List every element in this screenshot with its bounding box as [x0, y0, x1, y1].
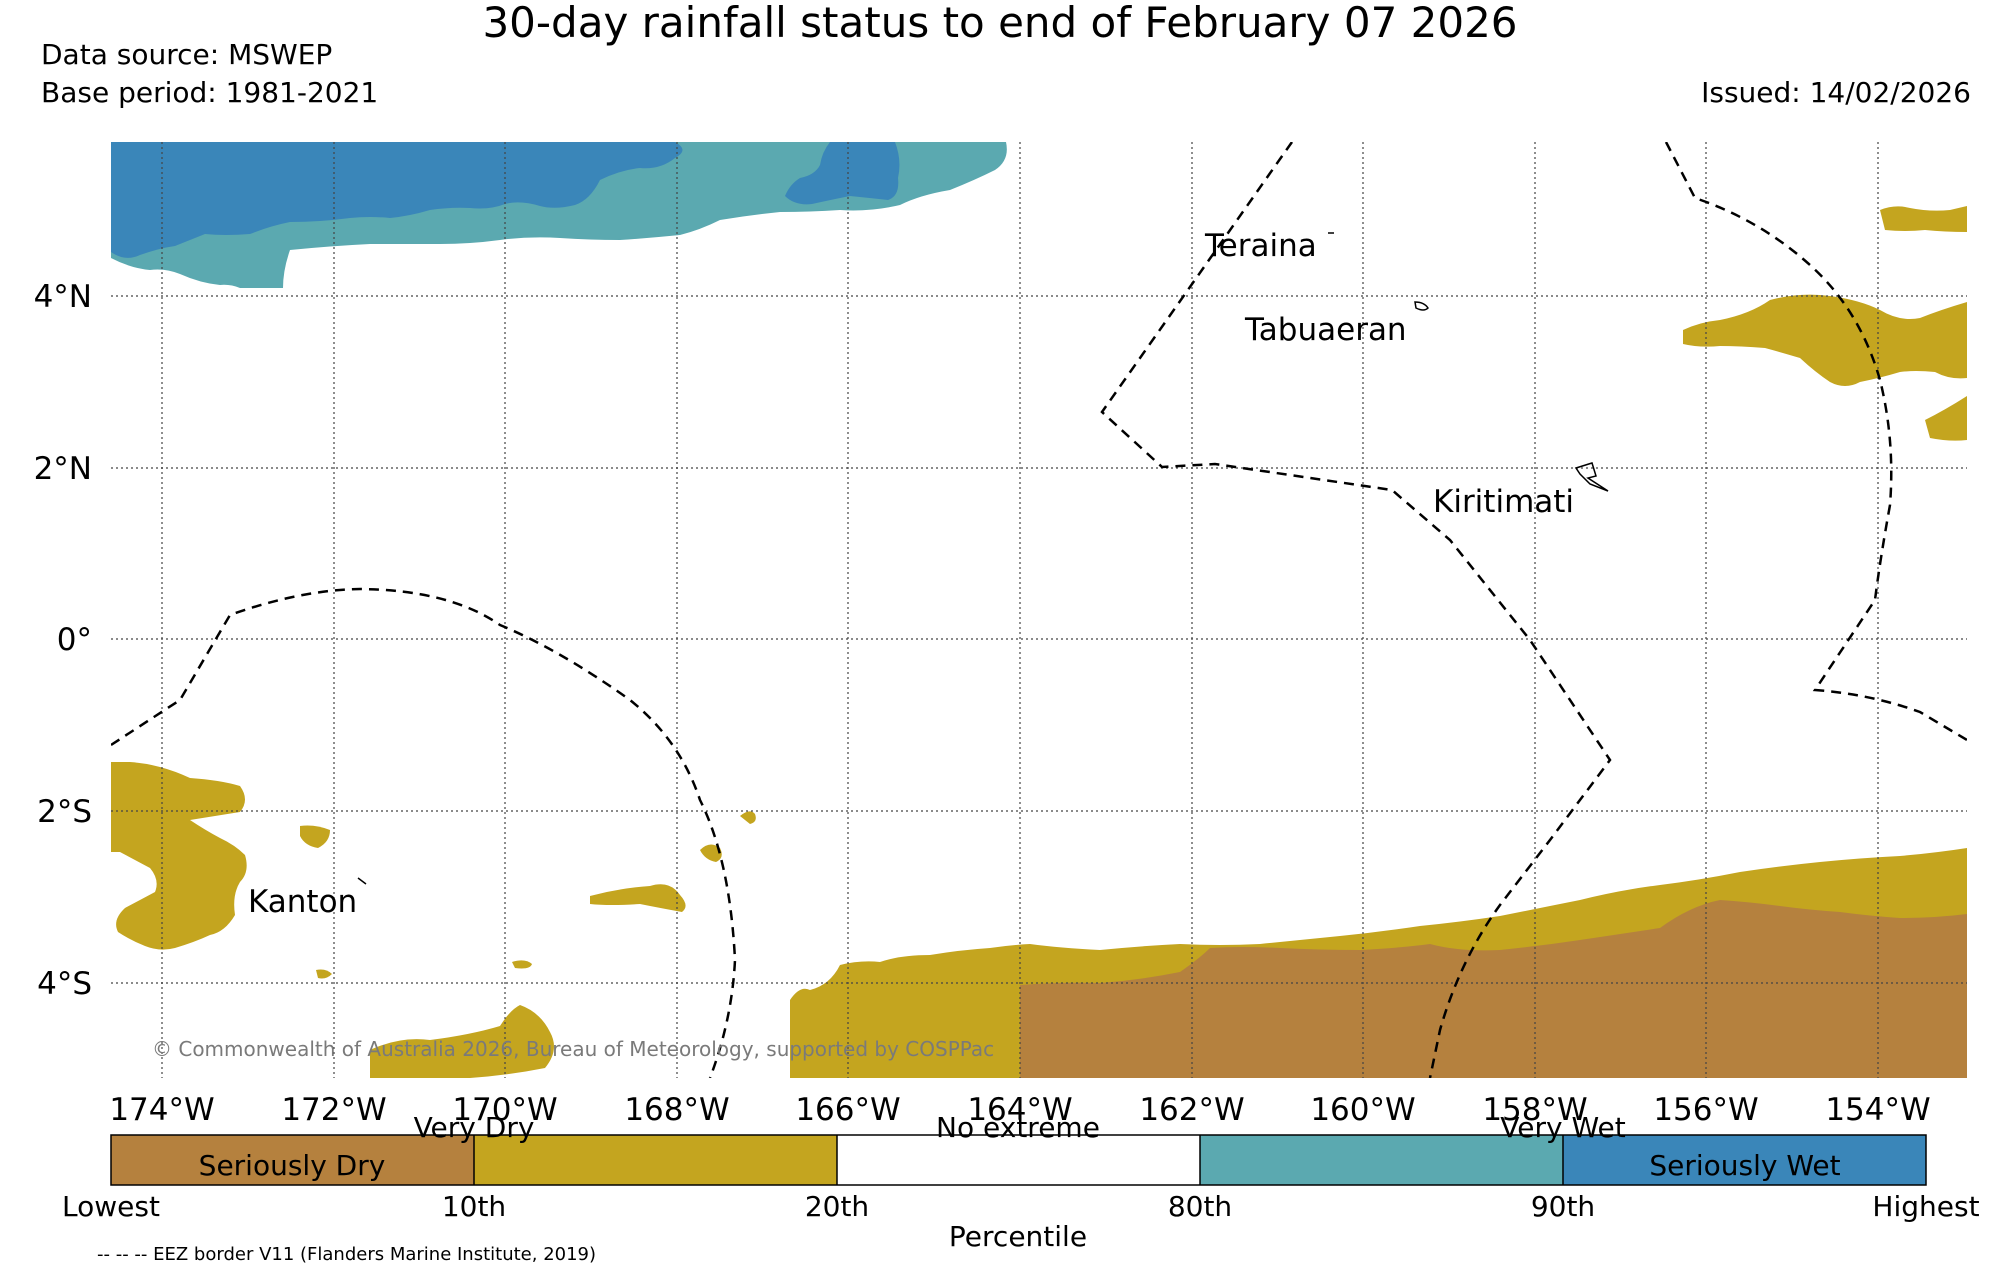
colorbar-label-very-wet: Very Wet: [1500, 1111, 1625, 1144]
colorbar: Seriously Dry Very Dry No extreme Very W…: [62, 1111, 1980, 1253]
lat-label-equator: 0°: [57, 622, 92, 658]
very-dry-area-northeast: [1683, 294, 1967, 386]
place-label-tabuaeran: Tabuaeran: [1244, 312, 1407, 348]
very-dry-patch-ne-2: [1925, 396, 1967, 441]
lon-label-154w: 154°W: [1825, 1092, 1930, 1128]
colorbar-segment-seriously-dry: [111, 1135, 474, 1185]
colorbar-segment-no-extreme: [837, 1135, 1200, 1185]
colorbar-tick-highest: Highest: [1872, 1190, 1979, 1223]
tabuaeran-island-outline: [1414, 301, 1429, 311]
very-dry-patch-5: [300, 825, 330, 848]
base-period-label: Base period: 1981-2021: [41, 76, 379, 109]
colorbar-segment-very-wet: [1200, 1135, 1563, 1185]
eez-borders: [111, 142, 1967, 1078]
seriously-wet-area-north-east: [785, 142, 900, 205]
colorbar-xlabel: Percentile: [949, 1220, 1087, 1253]
graticule: [111, 142, 1967, 1078]
lon-label-168w: 168°W: [624, 1092, 729, 1128]
seriously-dry-area-southeast: [1020, 900, 1967, 1078]
colorbar-label-no-extreme: No extreme: [936, 1111, 1100, 1144]
very-dry-patch-3: [700, 844, 722, 862]
colorbar-segment-very-dry: [474, 1135, 837, 1185]
very-dry-patch-1: [590, 884, 686, 912]
kiritimati-island-outline: [1574, 462, 1609, 492]
rainfall-layer: [111, 142, 1967, 1078]
lon-label-174w: 174°W: [109, 1092, 214, 1128]
very-dry-patch-4: [740, 811, 756, 824]
eez-border-east: [1664, 142, 1967, 742]
lat-label-4n: 4°N: [34, 279, 92, 315]
lon-label-172w: 172°W: [281, 1092, 386, 1128]
lat-label-2s: 2°S: [37, 794, 92, 830]
lon-label-170w: 170°W: [452, 1092, 557, 1128]
eez-border-kanton: [111, 587, 737, 1078]
colorbar-tick-90th: 90th: [1531, 1190, 1595, 1223]
kanton-island-outline: [357, 877, 367, 885]
place-label-kiritimati: Kiritimati: [1433, 484, 1574, 520]
eez-border-note: -- -- -- EEZ border V11 (Flanders Marine…: [97, 1244, 596, 1265]
lon-label-164w: 164°W: [967, 1092, 1072, 1128]
very-dry-area-kanton: [111, 762, 247, 950]
colorbar-tick-10th: 10th: [442, 1190, 506, 1223]
colorbar-label-very-dry: Very Dry: [414, 1111, 535, 1144]
lon-label-166w: 166°W: [795, 1092, 900, 1128]
colorbar-label-seriously-dry: Seriously Dry: [199, 1149, 386, 1182]
map-title: 30-day rainfall status to end of Februar…: [482, 0, 1518, 47]
lat-label-2n: 2°N: [34, 451, 92, 487]
colorbar-tick-20th: 20th: [805, 1190, 869, 1223]
very-dry-patch-ne-1: [1880, 206, 1967, 232]
colorbar-tick-lowest: Lowest: [62, 1190, 160, 1223]
eez-border-line-islands: [1100, 142, 1612, 1078]
lon-label-156w: 156°W: [1653, 1092, 1758, 1128]
place-label-teraina: Teraina: [1204, 228, 1317, 264]
copyright-notice: © Commonwealth of Australia 2026, Bureau…: [152, 1037, 994, 1061]
colorbar-tick-80th: 80th: [1168, 1190, 1232, 1223]
colorbar-segment-seriously-wet: [1563, 1135, 1926, 1185]
place-label-kanton: Kanton: [248, 884, 357, 920]
seriously-wet-area-north: [111, 142, 683, 258]
lon-label-160w: 160°W: [1310, 1092, 1415, 1128]
very-dry-patch-7: [316, 969, 332, 979]
very-dry-patch-2: [370, 1005, 554, 1078]
issued-date-label: Issued: 14/02/2026: [1701, 76, 1971, 109]
colorbar-label-seriously-wet: Seriously Wet: [1649, 1149, 1840, 1182]
lon-label-162w: 162°W: [1139, 1092, 1244, 1128]
lat-label-4s: 4°S: [37, 966, 92, 1002]
lon-label-158w: 158°W: [1482, 1092, 1587, 1128]
island-outlines: [357, 232, 1609, 885]
very-dry-patch-6: [512, 960, 532, 969]
data-source-label: Data source: MSWEP: [41, 38, 333, 71]
